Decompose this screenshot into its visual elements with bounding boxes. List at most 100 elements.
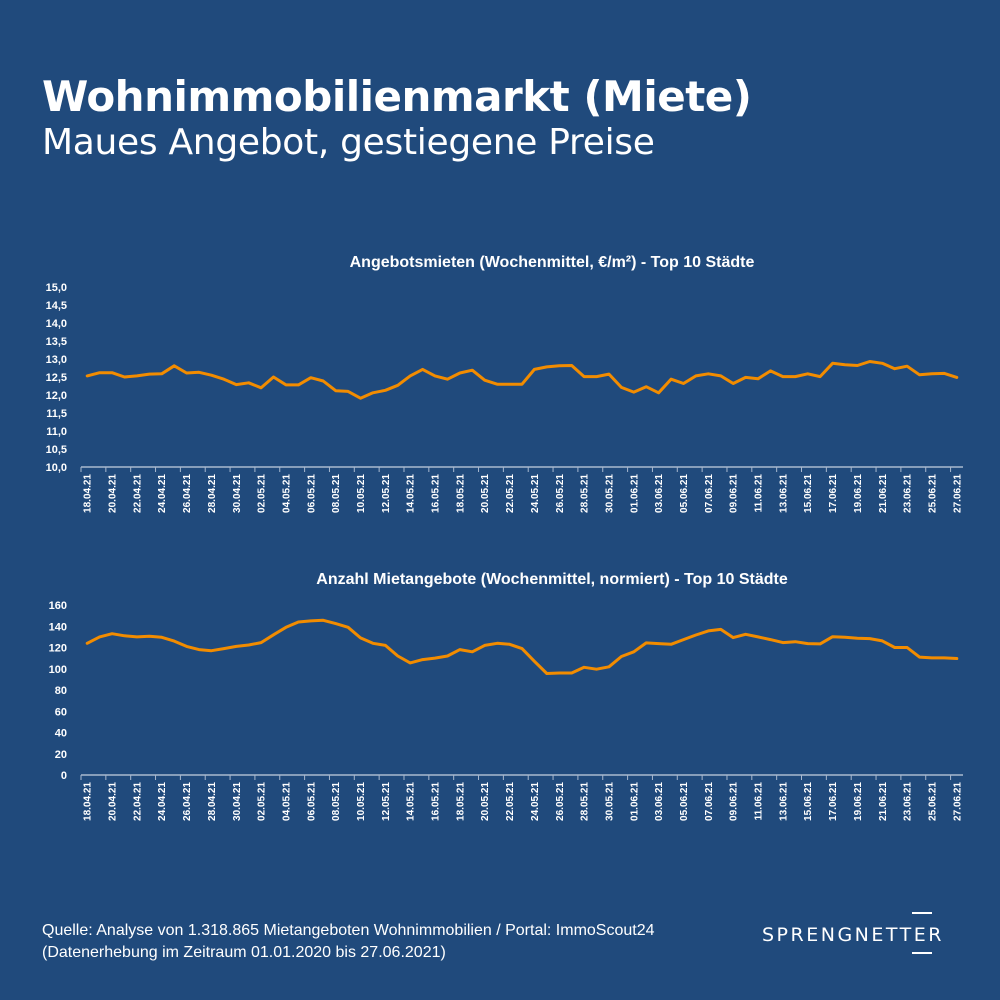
data-point (346, 390, 350, 393)
data-point (86, 374, 89, 378)
data-point (408, 661, 412, 665)
data-point (930, 656, 934, 660)
x-tick-label: 09.06.21 (729, 782, 740, 821)
data-point (247, 643, 250, 647)
data-point (707, 629, 710, 633)
x-tick-label: 25.06.21 (927, 474, 938, 513)
data-point (334, 622, 337, 625)
x-tick-label: 24.05.21 (530, 782, 541, 821)
sprengnetter-logo: SPRENGNETTER (762, 912, 952, 956)
data-point (831, 362, 834, 365)
data-point (148, 635, 151, 638)
data-point (135, 635, 139, 639)
y-tick-label: 120 (49, 643, 67, 655)
data-point (210, 374, 213, 377)
data-point (446, 654, 449, 658)
x-tick-label: 18.04.21 (83, 474, 94, 513)
y-tick-label: 11,0 (46, 426, 67, 438)
x-tick-label: 22.04.21 (132, 782, 143, 821)
data-point (408, 374, 412, 378)
data-point (185, 371, 188, 375)
data-point (235, 383, 238, 386)
data-point (545, 672, 549, 675)
x-tick-label: 13.06.21 (778, 474, 789, 513)
data-point (943, 656, 946, 660)
page-subtitle: Maues Angebot, gestiegene Preise (42, 122, 655, 163)
x-tick-label: 26.05.21 (555, 474, 566, 513)
data-point (297, 383, 300, 387)
data-point (309, 619, 313, 623)
x-tick-label: 09.06.21 (729, 474, 740, 513)
data-point (620, 386, 623, 389)
x-tick-label: 03.06.21 (654, 782, 665, 821)
data-point (309, 376, 313, 379)
x-tick-label: 14.05.21 (406, 474, 417, 513)
data-point (346, 626, 350, 629)
x-tick-label: 11.06.21 (754, 474, 765, 513)
data-point (508, 643, 511, 646)
series-line (85, 618, 959, 675)
page-title: Wohnimmobilienmarkt (Miete) (42, 72, 752, 121)
x-tick-label: 11.06.21 (754, 782, 765, 821)
data-point (123, 634, 126, 638)
data-point (533, 660, 536, 663)
data-point (582, 375, 586, 378)
x-tick-label: 04.05.21 (281, 474, 292, 513)
data-point (334, 389, 337, 392)
x-tick-label: 05.06.21 (679, 782, 690, 821)
logo-bracket-icon (912, 912, 932, 954)
data-point (110, 371, 114, 374)
data-point (483, 644, 486, 647)
source-line-2: (Datenerhebung im Zeitraum 01.01.2020 bi… (42, 944, 446, 961)
data-point (818, 642, 822, 646)
x-tick-label: 10.05.21 (356, 782, 367, 821)
data-point (210, 649, 213, 652)
x-tick-label: 23.06.21 (903, 782, 914, 821)
data-point (458, 648, 462, 651)
data-point (694, 374, 698, 378)
x-tick-label: 26.04.21 (182, 782, 193, 821)
data-point (607, 665, 611, 669)
data-point (955, 657, 958, 660)
data-point (881, 639, 884, 643)
data-point (918, 373, 921, 377)
x-tick-label: 28.05.21 (580, 474, 591, 513)
data-point (520, 383, 524, 386)
x-tick-label: 27.06.21 (952, 782, 963, 821)
data-point (495, 383, 499, 386)
y-tick-label: 13,5 (46, 336, 67, 348)
y-tick-label: 140 (49, 621, 67, 633)
data-point (222, 647, 226, 650)
y-tick-label: 20 (55, 749, 67, 761)
x-tick-label: 21.06.21 (878, 782, 889, 821)
x-tick-label: 07.06.21 (704, 782, 715, 821)
data-point (595, 375, 598, 378)
x-tick-label: 05.06.21 (679, 474, 690, 513)
data-point (110, 632, 114, 635)
y-tick-label: 60 (55, 706, 67, 718)
data-point (135, 374, 139, 378)
y-tick-label: 80 (55, 685, 67, 697)
data-point (570, 364, 573, 367)
y-tick-label: 40 (55, 728, 67, 740)
x-tick-label: 24.04.21 (157, 474, 168, 513)
data-point (694, 633, 698, 637)
x-tick-label: 12.05.21 (381, 782, 392, 821)
y-tick-label: 100 (49, 664, 67, 676)
x-tick-label: 06.05.21 (306, 474, 317, 513)
data-point (471, 650, 474, 653)
data-point (744, 376, 747, 379)
data-point (930, 372, 934, 375)
data-point (818, 375, 822, 378)
x-tick-label: 26.05.21 (555, 782, 566, 821)
x-tick-label: 12.05.21 (381, 474, 392, 513)
x-tick-label: 13.06.21 (778, 782, 789, 821)
y-tick-label: 0 (61, 770, 67, 782)
x-tick-label: 30.05.21 (604, 474, 615, 513)
data-point (781, 641, 785, 644)
data-point (831, 635, 834, 638)
x-tick-label: 23.06.21 (903, 474, 914, 513)
data-point (856, 364, 859, 367)
data-point (620, 655, 623, 658)
data-point (657, 391, 660, 395)
